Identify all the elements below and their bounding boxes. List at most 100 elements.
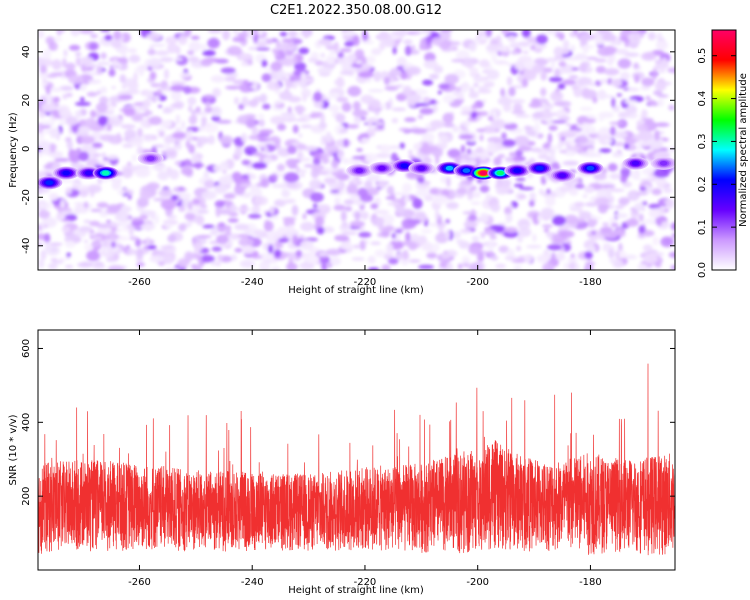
noise-blob [603,45,617,56]
noise-blob [204,179,215,189]
noise-blob [360,94,374,104]
noise-blob [48,192,59,201]
noise-blob [540,87,547,97]
noise-blob [83,63,98,69]
noise-blob [508,152,517,157]
noise-blob [578,63,588,73]
noise-blob [602,222,610,226]
noise-blob [166,215,177,219]
noise-blob [347,85,362,97]
noise-blob [500,87,505,97]
noise-blob [199,254,215,263]
noise-blob [574,53,588,61]
noise-blob [401,218,417,230]
noise-blob [219,135,234,145]
noise-blob [550,90,564,102]
noise-blob [479,185,490,193]
noise-blob [108,68,116,77]
noise-blob [551,240,564,244]
noise-blob [127,189,134,196]
noise-blob [123,107,136,117]
noise-blob [486,242,496,250]
noise-blob [136,262,146,267]
noise-blob [202,224,215,229]
noise-blob [184,212,196,221]
noise-blob [562,79,576,86]
noise-blob [604,138,613,144]
noise-blob [339,128,349,134]
noise-blob [200,204,208,209]
ridge-peak [586,165,595,171]
noise-blob [474,77,486,83]
noise-blob [237,32,249,38]
noise-blob [607,163,618,172]
noise-blob [554,68,561,79]
noise-blob [476,146,484,154]
noise-blob [140,223,156,231]
noise-blob [192,265,203,270]
noise-blob [328,92,341,99]
noise-blob [354,49,365,58]
noise-blob [599,30,610,36]
noise-blob [470,111,478,119]
noise-blob [517,194,527,199]
noise-blob [497,154,505,159]
noise-blob [470,201,481,205]
noise-blob [38,122,44,134]
noise-blob [337,168,346,173]
noise-blob [422,96,431,104]
noise-blob [94,236,102,241]
x-tick-label: -240 [241,277,264,288]
noise-blob [528,130,537,137]
noise-blob [331,182,336,188]
noise-blob [285,183,299,188]
noise-blob [387,201,400,206]
noise-blob [266,259,272,263]
noise-blob [607,248,615,259]
noise-blob [274,249,282,258]
spectrogram-x-label: Height of straight line (km) [288,285,424,296]
noise-blob [376,121,384,126]
noise-blob [455,94,464,98]
noise-blob [373,209,390,215]
noise-blob [442,94,455,104]
noise-blob [661,81,672,86]
noise-blob [636,191,649,196]
noise-blob [298,157,312,162]
noise-blob [302,93,307,102]
noise-blob [107,123,112,132]
noise-blob [402,249,409,260]
noise-blob [112,58,118,69]
noise-blob [95,223,112,229]
colorbar-tick-label: 0.0 [697,262,708,278]
noise-blob [501,30,510,35]
noise-blob [263,147,269,155]
noise-blob [257,42,267,48]
noise-blob [440,252,453,260]
noise-blob [652,69,657,80]
noise-blob [545,195,556,207]
noise-blob [247,149,252,156]
noise-blob [575,135,589,144]
noise-blob [618,228,625,238]
noise-blob [381,264,391,270]
noise-blob [212,87,222,98]
noise-blob [416,175,425,184]
noise-blob [468,87,475,93]
noise-blob [155,50,170,56]
noise-blob [367,127,376,136]
noise-blob [358,71,374,78]
noise-blob [388,257,399,265]
noise-blob [598,127,612,136]
noise-blob [292,234,298,245]
noise-blob [242,204,248,210]
noise-blob [671,232,675,239]
noise-blob [521,78,529,88]
noise-blob [160,198,177,210]
noise-blob [390,193,396,202]
noise-blob [198,126,204,132]
x-tick-label: -200 [466,277,489,288]
noise-blob [616,93,623,97]
noise-blob [129,236,139,241]
